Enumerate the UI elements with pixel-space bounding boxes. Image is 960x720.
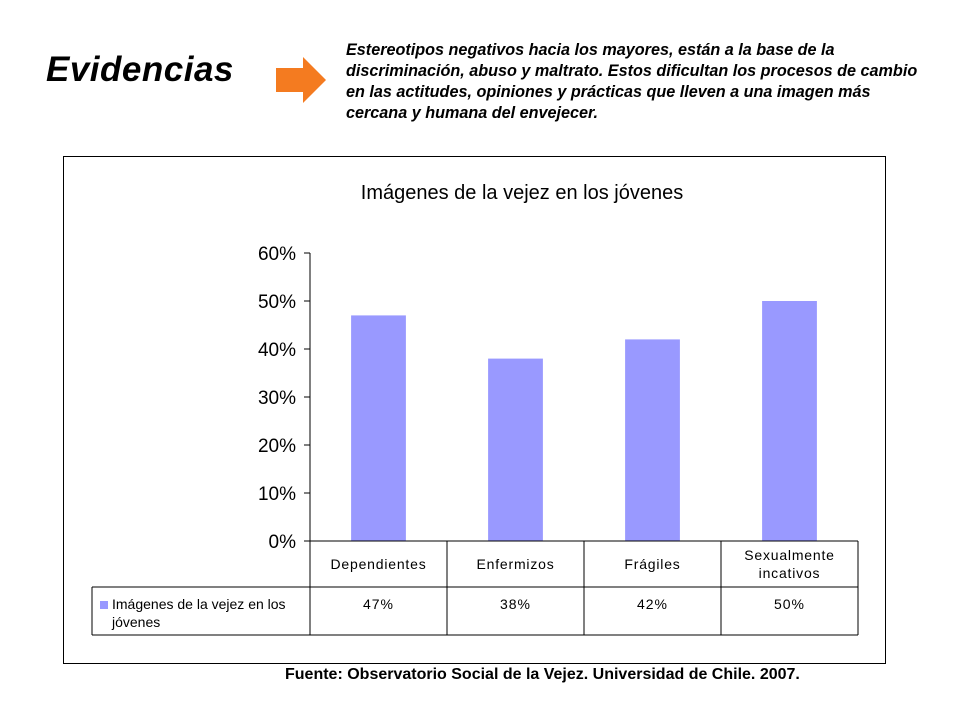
- source-note: Fuente: Observatorio Social de la Vejez.…: [285, 666, 800, 683]
- chart-title: Imágenes de la vejez en los jóvenes: [361, 182, 683, 204]
- category-label: Dependientes: [331, 556, 427, 572]
- y-tick-label: 50%: [258, 292, 296, 313]
- bar: [351, 315, 406, 541]
- legend-swatch: [100, 601, 108, 609]
- legend-label: Imágenes de la vejez en los: [112, 596, 286, 612]
- chart-container: Imágenes de la vejez en los jóvenes 0% 10%…: [63, 156, 886, 664]
- y-tick-label: 40%: [258, 340, 296, 361]
- bar: [488, 358, 543, 541]
- data-label: 50%: [774, 596, 805, 612]
- bar-chart: Imágenes de la vejez en los jóvenes 0% 10%…: [91, 182, 859, 636]
- category-label: Sexualmente: [744, 547, 835, 563]
- slide-description: Estereotipos negativos hacia los mayores…: [346, 41, 918, 122]
- y-tick-label: 30%: [258, 388, 296, 409]
- arrow-right-icon: [276, 57, 326, 103]
- data-label: 42%: [637, 596, 668, 612]
- bar: [762, 301, 817, 541]
- category-label: Frágiles: [624, 556, 680, 572]
- data-label: 38%: [500, 596, 531, 612]
- legend-label: jóvenes: [111, 614, 160, 630]
- category-label: incativos: [759, 565, 821, 581]
- y-tick-label: 10%: [258, 484, 296, 505]
- y-tick-label: 60%: [258, 244, 296, 265]
- category-label: Enfermizos: [476, 556, 554, 572]
- slide-title: Evidencias: [46, 50, 234, 89]
- bar: [625, 339, 680, 541]
- y-tick-label: 20%: [258, 436, 296, 457]
- data-label: 47%: [363, 596, 394, 612]
- y-tick-label: 0%: [269, 532, 297, 553]
